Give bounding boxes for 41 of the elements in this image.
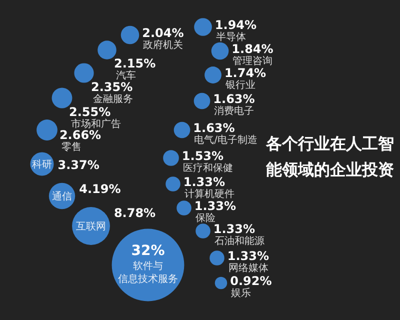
category-label: 通信: [52, 190, 72, 202]
data-label: 3.37%: [58, 158, 100, 172]
category-label: 金融服务: [93, 92, 133, 105]
data-label: 2.66%: [59, 128, 102, 142]
data-label: 1.63%: [213, 92, 255, 106]
category-label: 网络媒体: [228, 262, 268, 274]
category-label: 市场和广告: [71, 118, 121, 130]
data-label: 1.84%: [232, 42, 274, 56]
data-label: 2.15%: [114, 56, 156, 70]
category-label: 娱乐: [231, 287, 252, 299]
data-label: 2.04%: [142, 26, 184, 40]
text: 各个行业在人工智能领域的企业投资: [266, 133, 395, 181]
data-label: 1.53%: [182, 149, 224, 163]
category-label: 互联网: [76, 220, 106, 232]
data-label: 8.78%: [114, 206, 156, 220]
data-label: 2.35%: [91, 80, 133, 94]
data-label: 1.33%: [213, 222, 256, 236]
category-label: 石油和能源: [214, 235, 264, 247]
data-label: 1.94%: [214, 18, 257, 32]
category-label: 政府机关: [143, 39, 184, 51]
category-label: 计算机硬件: [184, 188, 234, 200]
data-label: 4.19%: [79, 182, 121, 196]
category-label: 软件与信息技术服务: [118, 260, 178, 285]
data-label: 1.33%: [227, 249, 270, 263]
data-label: 1.63%: [193, 121, 235, 135]
category-label: 管理咨询: [232, 55, 273, 67]
category-label: 电气/电子制造: [194, 134, 258, 146]
category-label: 医疗和保健: [182, 162, 233, 174]
category-label: 零售: [61, 141, 82, 153]
data-label: 0.92%: [230, 274, 272, 288]
category-label: 消费电子: [214, 105, 254, 117]
data-label: 2.55%: [69, 105, 111, 120]
category-label: 科研: [32, 158, 52, 170]
category-label: 汽车: [116, 69, 136, 82]
category-label: 银行业: [224, 79, 256, 91]
category-label: 保险: [195, 212, 216, 224]
data-label: 1.74%: [224, 66, 266, 80]
data-label: 1.33%: [194, 199, 236, 213]
category-label: 半导体: [216, 31, 246, 43]
data-label: 32%: [131, 243, 165, 259]
data-label: 1.33%: [183, 175, 226, 189]
